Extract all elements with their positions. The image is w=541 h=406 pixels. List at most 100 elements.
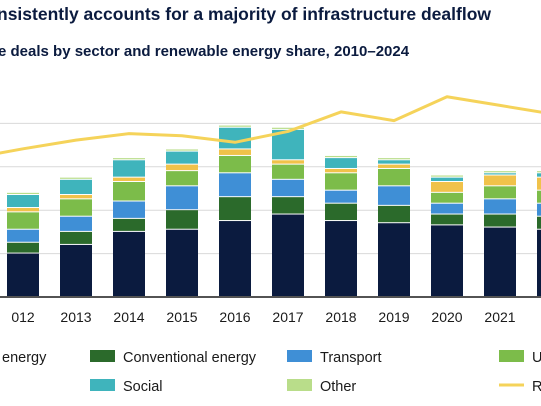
bar-social-10: [537, 173, 541, 177]
bar-utilities-8: [431, 192, 463, 203]
bar-social-1: [60, 179, 92, 195]
bar-conventional-6: [325, 203, 357, 221]
bar-social-9: [484, 173, 516, 175]
legend-label-5: Other: [320, 379, 356, 395]
bar-other-7: [378, 158, 410, 160]
legend-swatch-social: [90, 379, 115, 391]
bar-renewable-6: [325, 221, 357, 296]
bar-digital-2: [113, 177, 145, 181]
bar-other-10: [537, 171, 541, 173]
bar-utilities-10: [537, 190, 541, 203]
bar-renewable-9: [484, 227, 516, 296]
bar-utilities-6: [325, 173, 357, 190]
bar-digital-9: [484, 175, 516, 186]
bar-conventional-9: [484, 214, 516, 227]
legend: energy Conventional energy Transport Uti Soc…: [2, 350, 541, 395]
bar-other-6: [325, 155, 357, 158]
chart-title: nsistently accounts for a majority of in…: [0, 4, 491, 24]
legend-item-2: Transport: [287, 350, 382, 366]
legend-item-4: Social: [90, 379, 163, 395]
bar-conventional-2: [113, 218, 145, 231]
bar-conventional-5: [272, 197, 304, 214]
bar-transport-3: [166, 186, 198, 210]
bar-social-7: [378, 160, 410, 164]
x-tick-label-9: 2021: [484, 309, 515, 325]
bar-conventional-8: [431, 214, 463, 225]
bar-renewable-0: [7, 253, 39, 296]
bar-transport-8: [431, 203, 463, 214]
bar-utilities-9: [484, 186, 516, 199]
legend-item-5: Other: [287, 379, 356, 395]
x-tick-label-4: 2016: [219, 309, 250, 325]
bar-conventional-0: [7, 242, 39, 253]
bar-digital-7: [378, 164, 410, 168]
bar-social-4: [219, 127, 251, 149]
legend-item-1: Conventional energy: [90, 350, 257, 366]
bar-other-2: [113, 158, 145, 160]
bar-digital-1: [60, 195, 92, 199]
bar-other-4: [219, 125, 251, 127]
bar-stacks: [7, 125, 541, 296]
bar-other-8: [431, 175, 463, 177]
bar-other-3: [166, 149, 198, 151]
bar-conventional-10: [537, 216, 541, 229]
bar-digital-0: [7, 208, 39, 212]
bar-renewable-5: [272, 214, 304, 296]
bar-social-2: [113, 160, 145, 177]
bar-utilities-3: [166, 171, 198, 186]
legend-label-1: Conventional energy: [123, 350, 257, 366]
legend-swatch-conventional: [90, 350, 115, 362]
legend-item-0: energy: [2, 350, 47, 366]
x-tick-label-3: 2015: [166, 309, 197, 325]
legend-label-4: Social: [123, 379, 163, 395]
x-tick-label-5: 2017: [272, 309, 303, 325]
x-tick-label-0: 012: [11, 309, 35, 325]
bar-transport-5: [272, 179, 304, 197]
legend-swatch-transport: [287, 350, 312, 362]
bar-transport-10: [537, 203, 541, 216]
x-tick-label-1: 2013: [60, 309, 91, 325]
bar-digital-10: [537, 177, 541, 190]
bar-digital-8: [431, 181, 463, 192]
bar-social-0: [7, 195, 39, 208]
bar-conventional-4: [219, 197, 251, 221]
bar-conventional-7: [378, 205, 410, 223]
x-tick-label-6: 2018: [325, 309, 356, 325]
legend-item-3: Uti: [499, 350, 541, 366]
renewable-share-line: [0, 95, 541, 155]
legend-swatch-other: [287, 379, 312, 391]
legend-label-3: Uti: [532, 350, 541, 366]
x-tick-label-2: 2014: [113, 309, 144, 325]
bar-transport-7: [378, 186, 410, 205]
bar-renewable-8: [431, 225, 463, 296]
legend-label-2: Transport: [320, 350, 382, 366]
bar-other-5: [272, 127, 304, 129]
bar-other-9: [484, 171, 516, 173]
bar-renewable-1: [60, 244, 92, 296]
bar-conventional-1: [60, 231, 92, 244]
bar-transport-4: [219, 173, 251, 197]
bar-digital-5: [272, 160, 304, 164]
bar-utilities-4: [219, 155, 251, 173]
bar-digital-4: [219, 149, 251, 155]
bar-renewable-3: [166, 229, 198, 296]
legend-item-6: Re: [499, 379, 541, 395]
bar-renewable-4: [219, 221, 251, 296]
bar-digital-3: [166, 164, 198, 171]
x-tick-label-8: 2020: [431, 309, 462, 325]
bar-conventional-3: [166, 210, 198, 229]
legend-label-0: energy: [2, 350, 47, 366]
bar-renewable-7: [378, 223, 410, 296]
bar-utilities-5: [272, 164, 304, 179]
bar-digital-6: [325, 168, 357, 173]
chart-subtitle: e deals by sector and renewable energy s…: [0, 43, 410, 60]
bar-social-6: [325, 158, 357, 168]
bar-social-8: [431, 177, 463, 181]
bar-utilities-7: [378, 168, 410, 186]
bar-other-0: [7, 192, 39, 195]
renewable-share-line-path: [0, 95, 541, 155]
bar-utilities-2: [113, 181, 145, 201]
bar-renewable-2: [113, 231, 145, 296]
bar-transport-9: [484, 199, 516, 214]
